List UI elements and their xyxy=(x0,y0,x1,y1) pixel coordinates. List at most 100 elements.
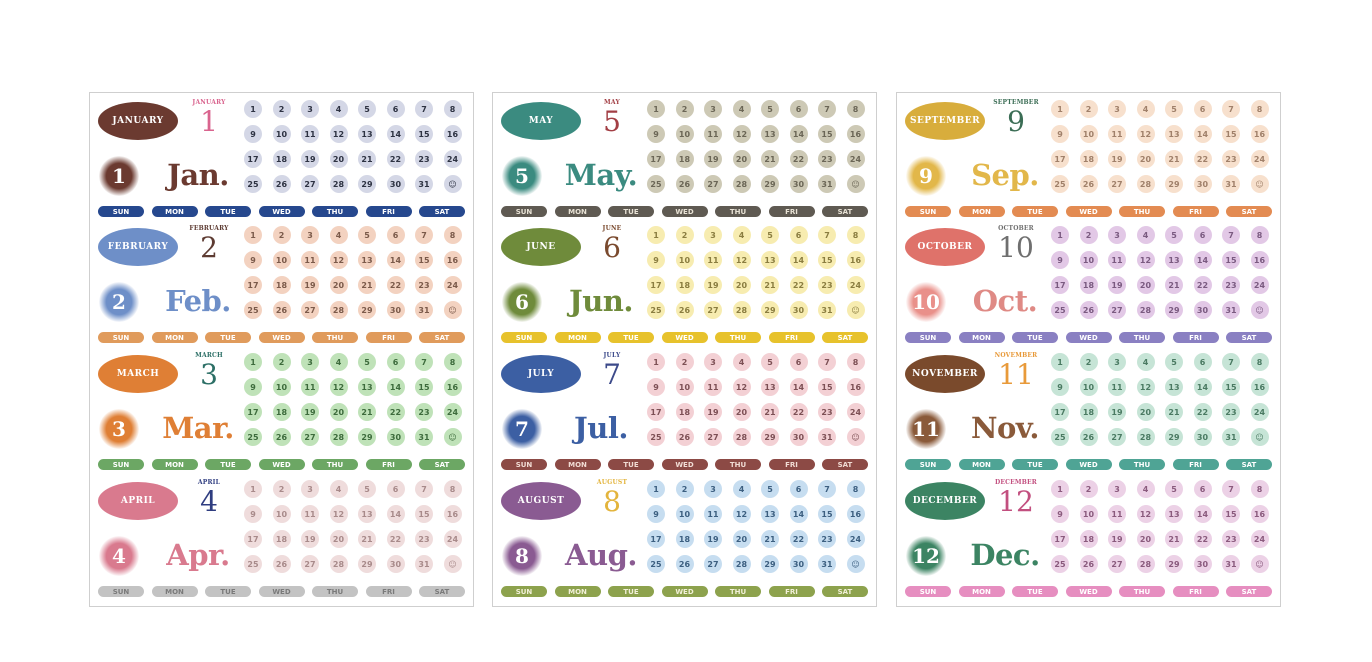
day-number-sticker: 22 xyxy=(386,276,405,294)
weekday-sticker: THU xyxy=(715,586,761,597)
month-block-sep: SEPTEMBER SEPTEMBER 9 9 Sep. 1 2 3 4 5 6 7 8 9 10 11 12 1… xyxy=(897,93,1280,219)
weekday-row: SUN MON TUE WED THU FRI SAT xyxy=(501,206,869,218)
day-number-sticker: 5 xyxy=(1165,353,1183,371)
weekday-row: SUN MON TUE WED THU FRI SAT xyxy=(905,586,1273,598)
month-number-circle: 3 xyxy=(99,409,139,449)
day-number-sticker: 5 xyxy=(761,100,779,118)
day-number-sticker: 1 xyxy=(244,480,262,498)
day-number-sticker: 10 xyxy=(272,505,291,523)
month-number-circle: 4 xyxy=(99,536,139,576)
day-number-sticker: 10 xyxy=(675,251,694,269)
day-number-sticker: 16 xyxy=(443,251,462,269)
day-number-sticker: 15 xyxy=(818,378,836,396)
day-number-sticker: 10 xyxy=(1079,125,1098,143)
day-number-sticker: 11 xyxy=(704,125,722,143)
day-number-sticker: 9 xyxy=(647,505,665,523)
day-number-sticker: 15 xyxy=(415,251,433,269)
weekday-sticker: MON xyxy=(554,206,601,217)
weekday-sticker: WED xyxy=(1065,459,1112,470)
day-number-sticker: 2 xyxy=(1079,480,1098,498)
day-number-sticker: 21 xyxy=(1165,403,1183,421)
day-number-sticker: 24 xyxy=(846,530,865,548)
day-number-sticker: 14 xyxy=(386,505,405,523)
day-number-sticker: 29 xyxy=(1165,175,1183,193)
day-number-sticker: 4 xyxy=(1136,480,1155,498)
day-number-sticker: 9 xyxy=(647,378,665,396)
day-number-sticker: 8 xyxy=(443,100,462,118)
sticker-sheet-3: SEPTEMBER SEPTEMBER 9 9 Sep. 1 2 3 4 5 6 7 8 9 10 11 12 1… xyxy=(896,92,1281,607)
day-number-sticker: 8 xyxy=(1250,480,1269,498)
day-number-sticker: 27 xyxy=(704,301,722,319)
weekday-sticker: WED xyxy=(661,206,708,217)
weekday-sticker: SAT xyxy=(822,459,868,470)
day-number-sticker: 31 xyxy=(1222,175,1240,193)
weekday-sticker: TUE xyxy=(205,586,251,597)
weekday-sticker: WED xyxy=(258,586,305,597)
day-number-sticker: 26 xyxy=(1079,428,1098,446)
weekday-sticker: MON xyxy=(958,586,1005,597)
day-number-sticker: 25 xyxy=(1051,301,1069,319)
day-number-sticker: 20 xyxy=(732,403,751,421)
day-number-sticker: 23 xyxy=(818,150,836,168)
day-number-sticker: 12 xyxy=(732,251,751,269)
month-name-label: FEBRUARY xyxy=(98,228,178,266)
weekday-sticker: SUN xyxy=(905,459,951,470)
month-arc-label: MAY xyxy=(604,99,620,106)
day-number-sticker: 14 xyxy=(386,378,405,396)
day-number-sticker: 27 xyxy=(704,175,722,193)
day-number-sticker: 16 xyxy=(443,125,462,143)
day-number-sticker: 12 xyxy=(1136,378,1155,396)
day-number-sticker: 13 xyxy=(358,125,376,143)
month-abbreviation: Mar. xyxy=(162,411,234,445)
day-number-grid: 1 2 3 4 5 6 7 8 9 10 11 12 13 14 15 16 17 18 19 20 21 22 23 24 2… xyxy=(244,353,472,455)
day-number-sticker: 9 xyxy=(647,125,665,143)
day-number-sticker: 14 xyxy=(1193,251,1212,269)
day-number-sticker: 12 xyxy=(1136,505,1155,523)
month-abbreviation: Feb. xyxy=(165,284,231,318)
day-number-sticker: 4 xyxy=(1136,353,1155,371)
day-number-sticker: 17 xyxy=(244,403,262,421)
day-number-sticker: 17 xyxy=(1051,150,1069,168)
day-number-sticker: 22 xyxy=(789,276,808,294)
day-number-sticker: 18 xyxy=(1079,403,1098,421)
day-number-sticker: 8 xyxy=(846,100,865,118)
day-number-sticker: 13 xyxy=(358,251,376,269)
day-number-sticker: 2 xyxy=(272,353,291,371)
day-number-sticker: 20 xyxy=(329,403,348,421)
weekday-sticker: WED xyxy=(1065,586,1112,597)
month-block-jun: JUNE JUNE 6 6 Jun. 1 2 3 4 5 6 7 8 9 10 11 12 13 14 15 16 17 1… xyxy=(493,219,876,345)
day-number-sticker: 5 xyxy=(761,226,779,244)
day-number-sticker: 21 xyxy=(761,276,779,294)
day-number-sticker: ☺ xyxy=(443,428,462,446)
day-number-sticker: 26 xyxy=(675,175,694,193)
weekday-sticker: WED xyxy=(258,332,305,343)
month-arc-label: OCTOBER xyxy=(998,225,1034,232)
day-number-sticker: 28 xyxy=(732,555,751,573)
month-number-small: 11 xyxy=(998,358,1034,391)
day-number-sticker: 16 xyxy=(846,125,865,143)
day-number-sticker: 30 xyxy=(386,555,405,573)
weekday-sticker: FRI xyxy=(365,459,412,470)
day-number-sticker: 15 xyxy=(415,505,433,523)
day-number-sticker: 17 xyxy=(1051,403,1069,421)
weekday-sticker: THU xyxy=(1119,332,1165,343)
day-number-sticker: 3 xyxy=(1108,353,1126,371)
day-number-sticker: 9 xyxy=(1051,378,1069,396)
weekday-sticker: TUE xyxy=(1012,459,1058,470)
day-number-sticker: 15 xyxy=(1222,505,1240,523)
day-number-sticker: 28 xyxy=(329,175,348,193)
weekday-row: SUN MON TUE WED THU FRI SAT xyxy=(501,332,869,344)
month-block-jul: JULY JULY 7 7 Jul. 1 2 3 4 5 6 7 8 9 10 11 12 13 14 15 16 17 1… xyxy=(493,346,876,472)
day-number-sticker: 13 xyxy=(358,378,376,396)
day-number-sticker: 17 xyxy=(647,276,665,294)
weekday-sticker: TUE xyxy=(205,459,251,470)
day-number-sticker: 30 xyxy=(1193,555,1212,573)
day-number-sticker: ☺ xyxy=(846,428,865,446)
day-number-sticker: 24 xyxy=(443,530,462,548)
month-abbreviation: Dec. xyxy=(970,538,1040,572)
day-number-sticker: 2 xyxy=(675,353,694,371)
month-arc-label: JULY xyxy=(603,352,621,359)
day-number-sticker: 13 xyxy=(761,125,779,143)
month-abbreviation: May. xyxy=(564,158,638,192)
day-number-sticker: 19 xyxy=(704,276,722,294)
